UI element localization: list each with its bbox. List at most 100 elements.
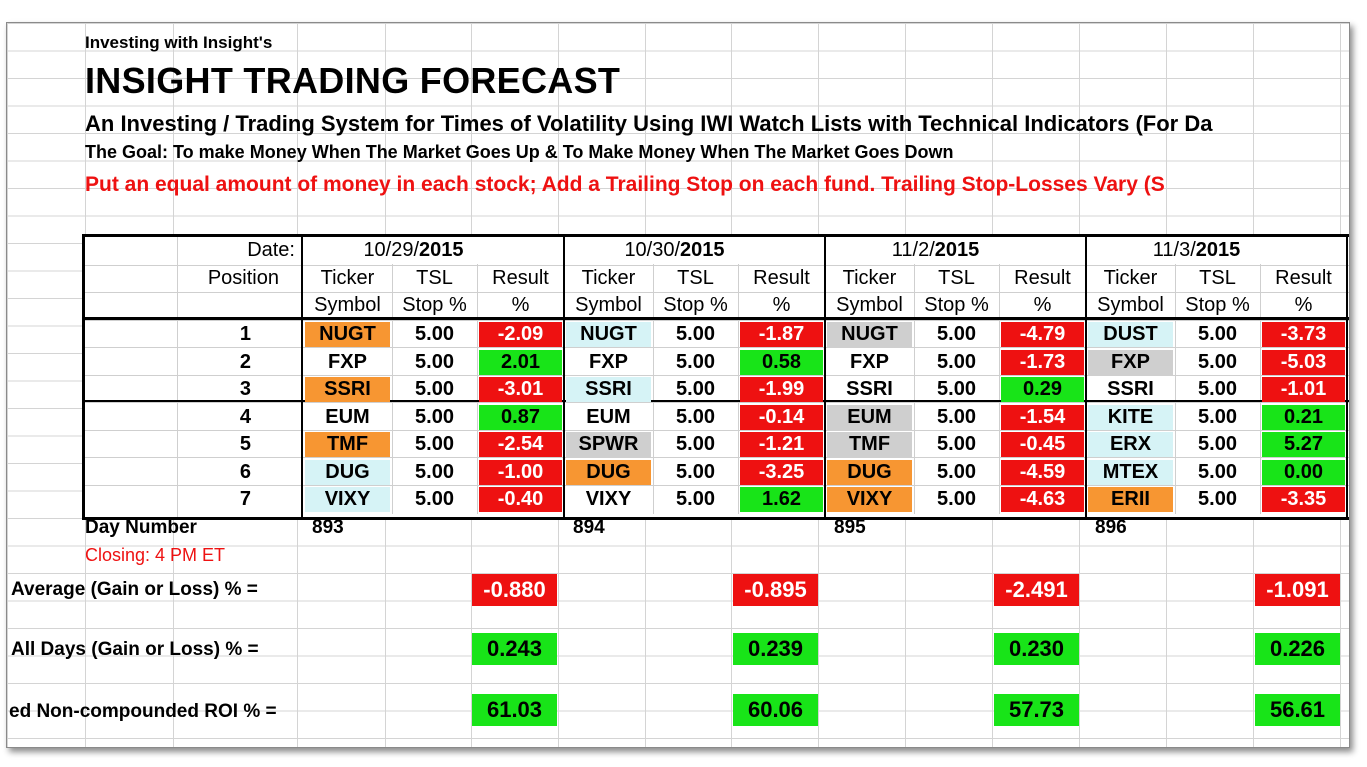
- tsl-cell[interactable]: 5.00: [1198, 460, 1237, 483]
- result-cell[interactable]: -1.21: [740, 432, 823, 457]
- col-header-ticker[interactable]: Ticker: [842, 266, 897, 289]
- tsl-cell[interactable]: 5.00: [937, 405, 976, 428]
- position-number[interactable]: 4: [239, 405, 251, 428]
- tsl-cell[interactable]: 5.00: [676, 405, 715, 428]
- ticker-cell[interactable]: ERII: [1088, 487, 1173, 512]
- average-value[interactable]: -0.895: [733, 574, 818, 606]
- ticker-cell[interactable]: DUG: [566, 459, 651, 485]
- tsl-cell[interactable]: 5.00: [415, 405, 454, 428]
- position-number[interactable]: 7: [239, 488, 251, 510]
- ticker-cell[interactable]: MTEX: [1088, 459, 1173, 485]
- roi-value[interactable]: 60.06: [733, 694, 818, 726]
- col-header-stop[interactable]: Stop %: [663, 294, 728, 316]
- tsl-cell[interactable]: 5.00: [937, 378, 976, 400]
- result-cell[interactable]: 5.27: [1262, 432, 1345, 457]
- tsl-cell[interactable]: 5.00: [1198, 405, 1237, 428]
- roi-value[interactable]: 61.03: [472, 694, 557, 726]
- result-cell[interactable]: -4.79: [1001, 322, 1084, 347]
- all-days-value[interactable]: 0.243: [472, 633, 557, 665]
- col-header-stop[interactable]: Stop %: [402, 294, 467, 316]
- tsl-cell[interactable]: 5.00: [676, 488, 715, 510]
- ticker-cell[interactable]: NUGT: [305, 322, 390, 347]
- ticker-cell[interactable]: FXP: [850, 350, 889, 373]
- position-number[interactable]: 1: [239, 323, 251, 345]
- tsl-cell[interactable]: 5.00: [937, 433, 976, 455]
- tsl-cell[interactable]: 5.00: [676, 433, 715, 455]
- col-header-symbol[interactable]: Symbol: [836, 294, 903, 316]
- result-cell[interactable]: -4.59: [1001, 459, 1084, 485]
- result-cell[interactable]: -1.00: [479, 459, 562, 485]
- result-cell[interactable]: -3.01: [479, 377, 562, 402]
- date-header[interactable]: 10/30/2015: [564, 237, 825, 263]
- tsl-cell[interactable]: 5.00: [1198, 323, 1237, 345]
- tsl-cell[interactable]: 5.00: [415, 323, 454, 345]
- result-cell[interactable]: 0.58: [740, 349, 823, 375]
- position-number[interactable]: 3: [239, 378, 251, 400]
- ticker-cell[interactable]: SSRI: [1107, 378, 1154, 400]
- result-cell[interactable]: 0.21: [1262, 404, 1345, 430]
- col-header-symbol[interactable]: Symbol: [314, 294, 381, 316]
- tsl-cell[interactable]: 5.00: [937, 350, 976, 373]
- ticker-cell[interactable]: FXP: [1088, 349, 1173, 375]
- col-header-ticker[interactable]: Ticker: [320, 266, 375, 289]
- tsl-cell[interactable]: 5.00: [1198, 433, 1237, 455]
- ticker-cell[interactable]: FXP: [328, 350, 367, 373]
- position-number[interactable]: 2: [239, 350, 251, 373]
- tsl-cell[interactable]: 5.00: [676, 378, 715, 400]
- ticker-cell[interactable]: KITE: [1088, 404, 1173, 430]
- col-header-ticker[interactable]: Ticker: [1103, 266, 1158, 289]
- result-cell[interactable]: -0.14: [740, 404, 823, 430]
- tsl-cell[interactable]: 5.00: [1198, 488, 1237, 510]
- tsl-cell[interactable]: 5.00: [415, 433, 454, 455]
- ticker-cell[interactable]: NUGT: [566, 322, 651, 347]
- result-cell[interactable]: -0.45: [1001, 432, 1084, 457]
- roi-value[interactable]: 56.61: [1255, 694, 1340, 726]
- col-header-pct[interactable]: %: [1294, 294, 1313, 316]
- date-label[interactable]: Date:: [247, 239, 295, 261]
- result-cell[interactable]: -1.99: [740, 377, 823, 402]
- tsl-cell[interactable]: 5.00: [415, 378, 454, 400]
- all-days-value[interactable]: 0.239: [733, 633, 818, 665]
- result-cell[interactable]: -0.40: [479, 487, 562, 512]
- col-header-stop[interactable]: Stop %: [924, 294, 989, 316]
- result-cell[interactable]: -3.25: [740, 459, 823, 485]
- tsl-cell[interactable]: 5.00: [415, 350, 454, 373]
- col-header-pct[interactable]: %: [511, 294, 530, 316]
- ticker-cell[interactable]: FXP: [589, 350, 628, 373]
- col-header-stop[interactable]: Stop %: [1185, 294, 1250, 316]
- date-header[interactable]: 11/3/2015: [1086, 237, 1347, 263]
- tsl-cell[interactable]: 5.00: [1198, 350, 1237, 373]
- tsl-cell[interactable]: 5.00: [937, 460, 976, 483]
- result-cell[interactable]: -2.54: [479, 432, 562, 457]
- result-cell[interactable]: -1.54: [1001, 404, 1084, 430]
- result-cell[interactable]: -3.73: [1262, 322, 1345, 347]
- all-days-value[interactable]: 0.226: [1255, 633, 1340, 665]
- position-number[interactable]: 6: [239, 460, 251, 483]
- average-value[interactable]: -0.880: [472, 574, 557, 606]
- ticker-cell[interactable]: EUM: [827, 404, 912, 430]
- ticker-cell[interactable]: VIXY: [585, 488, 632, 510]
- tsl-cell[interactable]: 5.00: [937, 488, 976, 510]
- result-cell[interactable]: -1.87: [740, 322, 823, 347]
- tsl-cell[interactable]: 5.00: [1198, 378, 1237, 400]
- col-header-result[interactable]: Result: [753, 266, 810, 289]
- result-cell[interactable]: 0.00: [1262, 459, 1345, 485]
- col-header-tsl[interactable]: TSL: [677, 266, 714, 289]
- result-cell[interactable]: 1.62: [740, 487, 823, 512]
- result-cell[interactable]: -1.73: [1001, 349, 1084, 375]
- ticker-cell[interactable]: SSRI: [566, 377, 651, 402]
- col-header-pct[interactable]: %: [772, 294, 791, 316]
- tsl-cell[interactable]: 5.00: [415, 460, 454, 483]
- tsl-cell[interactable]: 5.00: [937, 323, 976, 345]
- result-cell[interactable]: 2.01: [479, 349, 562, 375]
- tsl-cell[interactable]: 5.00: [676, 350, 715, 373]
- ticker-cell[interactable]: TMF: [827, 432, 912, 457]
- ticker-cell[interactable]: VIXY: [305, 487, 390, 512]
- result-cell[interactable]: -4.63: [1001, 487, 1084, 512]
- tsl-cell[interactable]: 5.00: [676, 460, 715, 483]
- col-header-tsl[interactable]: TSL: [938, 266, 975, 289]
- result-cell[interactable]: 0.87: [479, 404, 562, 430]
- date-header[interactable]: 10/29/2015: [303, 237, 564, 263]
- roi-value[interactable]: 57.73: [994, 694, 1079, 726]
- col-header-tsl[interactable]: TSL: [416, 266, 453, 289]
